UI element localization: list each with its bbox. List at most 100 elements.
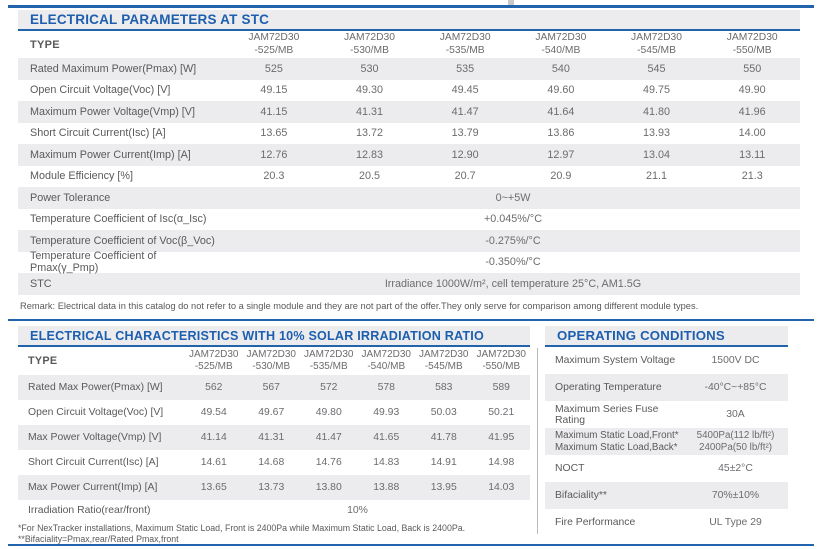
model-name: JAM72D30 xyxy=(246,349,296,361)
cell-value: 49.30 xyxy=(355,84,384,97)
cell-value: 21.1 xyxy=(646,170,668,183)
model-variant: -530/MB xyxy=(252,361,291,372)
model-name: JAM72D30 xyxy=(439,32,491,44)
row-label: Open Circuit Voltage(Voc) [V] xyxy=(30,84,171,97)
cell-value: 13.93 xyxy=(643,127,671,140)
cell-value: 20.5 xyxy=(359,170,381,183)
row-label: Irradiation Ratio(rear/front) xyxy=(28,504,151,516)
model-variant: -525/MB xyxy=(194,361,233,372)
cell-value: 41.64 xyxy=(547,105,575,118)
cell-value: 13.04 xyxy=(643,148,671,161)
irradiation-column-header: JAM72D30 -545/MB xyxy=(415,349,473,373)
footnote-bifaciality: **Bifaciality=Pmax,rear/Rated Pmax,front xyxy=(18,533,179,544)
cell-value: 583 xyxy=(435,382,453,393)
cell-value: 0~+5W xyxy=(495,191,531,204)
table-row: Temperature Coefficient of Voc(β_Voc) -0… xyxy=(18,230,800,252)
row-label: Module Efficiency [%] xyxy=(30,170,134,183)
table-row: Power Tolerance 0~+5W xyxy=(18,187,800,209)
bottom-sections: ELECTRICAL CHARACTERISTICS WITH 10% SOLA… xyxy=(18,326,800,544)
cell-value: 12.83 xyxy=(355,148,384,161)
section-vertical-divider xyxy=(537,348,538,535)
row-label: NOCT xyxy=(555,463,585,474)
cell-value: 572 xyxy=(320,382,338,393)
irradiation-column-header: JAM72D30 -540/MB xyxy=(358,349,416,373)
cell-value: -0.275%/°C xyxy=(485,234,541,247)
cell-value: 14.91 xyxy=(430,457,457,468)
cell-value: 14.00 xyxy=(738,127,766,140)
table-row: Module Efficiency [%] 20.3 20.5 20.7 20.… xyxy=(18,166,800,188)
row-label: Short Circuit Current(Isc) [A] xyxy=(30,127,166,140)
model-name: JAM72D30 xyxy=(344,32,395,44)
cell-value: 578 xyxy=(377,382,395,393)
model-variant: -540/MB xyxy=(367,361,406,372)
model-name: JAM72D30 xyxy=(361,349,411,361)
row-label: Power Tolerance xyxy=(30,191,111,204)
table-row: Temperature Coefficient of Isc(α_Isc) +0… xyxy=(18,209,800,231)
row-label: Temperature Coefficient of Voc(β_Voc) xyxy=(30,234,215,247)
cell-value: 45±2°C xyxy=(718,463,753,474)
cell-value: 41.15 xyxy=(260,105,288,118)
model-variant: -545/MB xyxy=(424,361,463,372)
row-label: Temperature Coefficient of Pmax(γ_Pmp) xyxy=(30,250,157,275)
static-load-front-value: 5400Pa(112 lb/ft²) xyxy=(696,429,775,441)
stc-column-header: JAM72D30 -550/MB xyxy=(704,32,800,56)
table-row: NOCT 45±2°C xyxy=(545,455,788,482)
model-name: JAM72D30 xyxy=(535,32,587,44)
cell-value: 5400Pa(112 lb/ft²) 2400Pa(50 lb/ft²) xyxy=(683,430,788,453)
irradiation-column-header: JAM72D30 -550/MB xyxy=(473,349,531,373)
irradiation-header-row: TYPE JAM72D30 -525/MB JAM72D30 -530/MB JAM… xyxy=(18,347,530,375)
table-row: Maximum Series Fuse Rating 30A xyxy=(545,401,788,428)
model-variant: -545/MB xyxy=(637,44,676,56)
row-label: Maximum Power Current(Imp) [A] xyxy=(30,148,191,161)
model-variant: -535/MB xyxy=(445,44,485,56)
row-label: Open Circuit Voltage(Voc) [V] xyxy=(28,407,164,418)
table-row: Open Circuit Voltage(Voc) [V] 49.15 49.3… xyxy=(18,80,800,102)
model-variant: -550/MB xyxy=(732,44,772,56)
table-row: Rated Max Power(Pmax) [W] 562 567 572 57… xyxy=(18,375,530,400)
model-name: JAM72D30 xyxy=(476,349,526,361)
table-row: Maximum Power Current(Imp) [A] 12.76 12.… xyxy=(18,144,800,166)
table-row: Temperature Coefficient of Pmax(γ_Pmp) -… xyxy=(18,250,800,275)
cell-value: 21.3 xyxy=(741,170,763,183)
cell-value: 550 xyxy=(743,62,762,75)
footnote-nextracker: *For NexTracker installations, Maximum S… xyxy=(18,523,466,533)
cell-value: 49.80 xyxy=(315,407,342,418)
row-label: Fire Performance xyxy=(555,517,636,528)
table-row: Maximum System Voltage 1500V DC xyxy=(545,347,788,374)
stc-column-header: JAM72D30 -525/MB xyxy=(226,32,322,56)
top-divider-line xyxy=(8,5,814,8)
row-label: Rated Max Power(Pmax) [W] xyxy=(28,382,163,393)
row-label: Maximum Static Load,Front* Maximum Stati… xyxy=(545,430,683,453)
cell-value: 20.3 xyxy=(263,170,285,183)
stc-header-row: TYPE JAM72D30 -525/MB JAM72D30 -530/MB JAM… xyxy=(18,31,800,58)
cell-value: 14.61 xyxy=(200,457,227,468)
cell-value: 41.96 xyxy=(738,105,766,118)
cell-value: 30A xyxy=(726,409,745,420)
model-name: JAM72D30 xyxy=(189,349,239,361)
cell-value: -40°C~+85°C xyxy=(704,382,767,393)
row-label: Maximum Series Fuse Rating xyxy=(555,403,659,426)
cell-value: 12.76 xyxy=(260,148,288,161)
stc-column-header: JAM72D30 -535/MB xyxy=(417,32,513,56)
row-label: Operating Temperature xyxy=(555,382,662,393)
cell-value: 535 xyxy=(456,62,475,75)
cell-value: 13.73 xyxy=(258,482,285,493)
table-row: Max Power Voltage(Vmp) [V] 41.14 41.31 4… xyxy=(18,425,530,450)
model-variant: -550/MB xyxy=(482,361,521,372)
static-load-back-label: Maximum Static Load,Back* xyxy=(555,441,678,453)
cell-value: 12.90 xyxy=(451,148,479,161)
table-row: Maximum Power Voltage(Vmp) [V] 41.15 41.… xyxy=(18,101,800,123)
table-row: Short Circuit Current(Isc) [A] 14.61 14.… xyxy=(18,450,530,475)
stc-type-header: TYPE xyxy=(30,38,60,51)
cell-value: 41.80 xyxy=(643,105,671,118)
cell-value: 49.15 xyxy=(260,84,288,97)
irradiation-section-title: ELECTRICAL CHARACTERISTICS WITH 10% SOLA… xyxy=(18,326,530,347)
cell-value: 49.67 xyxy=(258,407,285,418)
table-row: Short Circuit Current(Isc) [A] 13.65 13.… xyxy=(18,123,800,145)
cell-value: 41.47 xyxy=(451,105,479,118)
cell-value: 20.9 xyxy=(550,170,572,183)
row-label: Temperature Coefficient of Isc(α_Isc) xyxy=(30,213,207,226)
cell-value: 41.65 xyxy=(373,432,400,443)
cell-value: 13.65 xyxy=(260,127,288,140)
irradiation-column-header: JAM72D30 -530/MB xyxy=(243,349,301,373)
